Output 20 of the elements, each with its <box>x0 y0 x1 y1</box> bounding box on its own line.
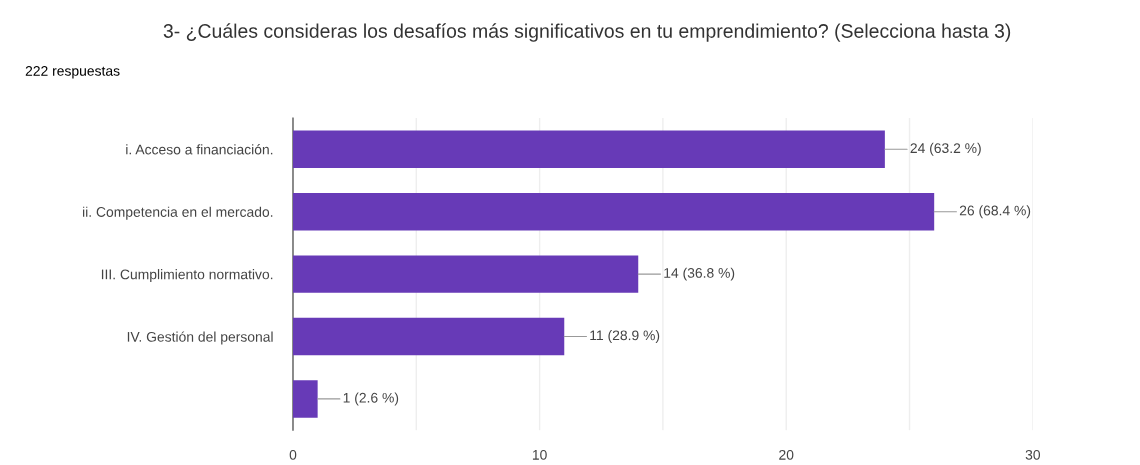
bar <box>292 255 639 293</box>
bar <box>292 130 885 169</box>
text: 222 respuestas <box>25 65 120 79</box>
data-label: 1 (2.6 %) <box>343 392 399 406</box>
x-tick-label: 30 <box>1025 449 1041 460</box>
chart-title: 3- ¿Cuáles consideras los desafíos más significativos en tu emprendimiento? (Selecciona hasta 3) <box>163 23 1011 42</box>
bar <box>292 317 565 356</box>
data-label: 26 (68.4 %) <box>959 205 1031 219</box>
y-tick-label: i. Acceso a financiación. <box>126 144 273 155</box>
x-tick-label: 20 <box>779 449 794 460</box>
bar <box>292 192 935 231</box>
y-tick-label: III. Cumplimiento normativo. <box>101 269 273 283</box>
data-label: 14 (36.8 %) <box>664 267 735 281</box>
data-label: 24 (63.2 %) <box>910 142 981 156</box>
y-tick-label: ii. Competencia en el mercado. <box>83 206 273 220</box>
data-label: 11 (28.9 %) <box>590 330 660 343</box>
bar <box>292 380 318 418</box>
x-tick-label: 0 <box>289 449 297 460</box>
y-tick-label: IV. Gestión del personal <box>127 331 273 345</box>
x-tick-label: 10 <box>532 449 547 460</box>
